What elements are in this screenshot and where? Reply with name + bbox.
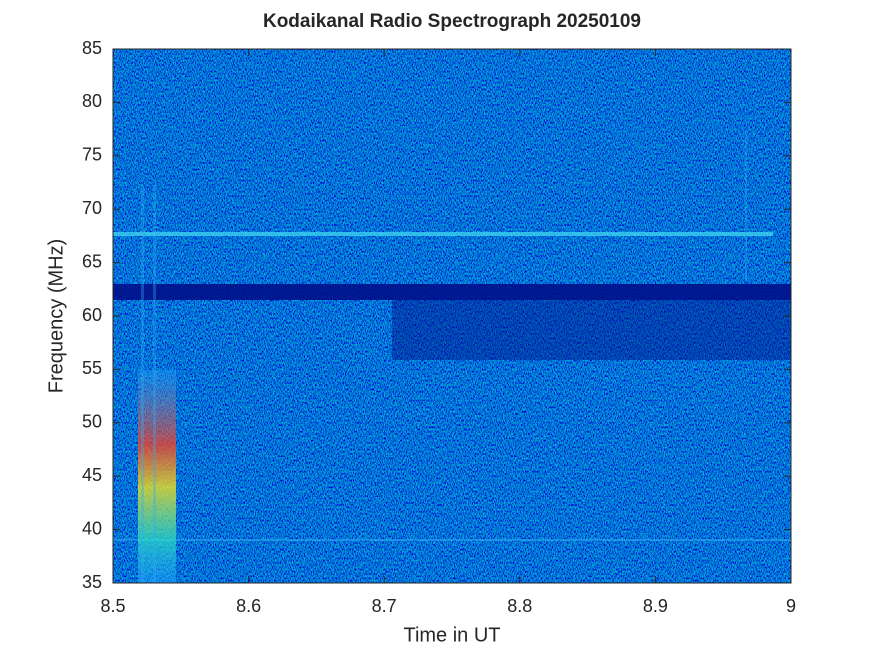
y-tick-label: 70: [82, 198, 102, 218]
y-tick-label: 55: [82, 358, 102, 378]
y-tick-label: 80: [82, 91, 102, 111]
y-tick-label: 50: [82, 412, 102, 432]
emission-line: [113, 232, 773, 236]
x-axis-label: Time in UT: [403, 624, 500, 646]
burst-trace: [141, 185, 144, 583]
y-tick-label: 60: [82, 305, 102, 325]
spectrogram-noise: [113, 49, 791, 583]
x-tick-label: 8.6: [236, 596, 261, 616]
x-tick-label: 8.9: [643, 596, 668, 616]
x-tick-label: 8.8: [507, 596, 532, 616]
x-tick-label: 9: [786, 596, 796, 616]
y-tick-label: 65: [82, 251, 102, 271]
y-tick-label: 75: [82, 145, 102, 165]
y-tick-label: 45: [82, 465, 102, 485]
x-tick-label: 8.7: [372, 596, 397, 616]
y-axis-label: Frequency (MHz): [45, 239, 67, 393]
emission-line: [113, 539, 791, 541]
dark-region: [392, 300, 791, 360]
dark-band: [113, 284, 791, 300]
chart-title: Kodaikanal Radio Spectrograph 20250109: [263, 11, 641, 32]
spectrogram: [113, 49, 791, 583]
y-tick-label: 85: [82, 38, 102, 58]
x-tick-label: 8.5: [100, 596, 125, 616]
burst-trace: [745, 130, 747, 280]
burst: [138, 370, 176, 583]
y-tick-label: 40: [82, 518, 102, 538]
burst-trace: [153, 185, 156, 583]
y-tick-label: 35: [82, 572, 102, 592]
